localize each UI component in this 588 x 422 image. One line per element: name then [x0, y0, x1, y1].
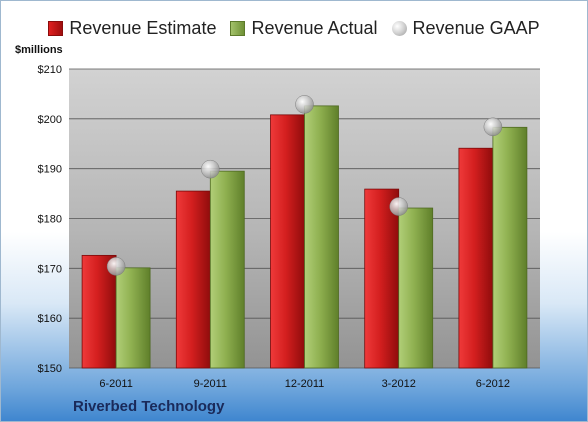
legend-item-estimate: Revenue Estimate	[48, 18, 216, 39]
y-tick-label: $210	[38, 64, 62, 76]
y-tick-label: $150	[38, 363, 62, 375]
bar-revenue-actual	[492, 126, 528, 369]
bar-revenue-actual	[115, 267, 151, 369]
legend-swatch-estimate	[48, 20, 64, 36]
legend: Revenue Estimate Revenue Actual Revenue …	[1, 15, 587, 41]
bar-revenue-actual	[398, 207, 434, 369]
x-axis-ticks: 6-2011 9-2011 12-2011 3-2012 6-2012	[99, 378, 510, 390]
legend-item-actual: Revenue Actual	[230, 17, 378, 39]
legend-item-gaap: Revenue GAAP	[391, 17, 540, 39]
y-axis-ticks: $150 $160 $170 $180 $190 $200 $210	[38, 64, 62, 375]
company-name: Riverbed Technology	[73, 398, 225, 415]
x-tick-label: 6-2011	[99, 378, 132, 390]
bar-revenue-estimate	[270, 114, 305, 369]
marker-revenue-gaap	[389, 197, 408, 216]
x-tick-label: 9-2011	[194, 378, 227, 390]
y-tick-label: $160	[38, 313, 62, 325]
x-tick-label: 3-2012	[382, 378, 416, 390]
bar-revenue-actual	[209, 170, 245, 369]
bar-revenue-estimate	[81, 254, 117, 369]
legend-label-estimate: Revenue Estimate	[69, 17, 217, 38]
bar-revenue-estimate	[175, 190, 211, 369]
legend-label-gaap: Revenue GAAP	[412, 17, 540, 38]
x-tick-label: 12-2011	[285, 378, 325, 390]
bar-revenue-actual	[304, 105, 339, 369]
legend-marker-gaap	[391, 20, 407, 36]
bar-revenue-estimate	[458, 147, 494, 369]
legend-label-actual: Revenue Actual	[251, 17, 378, 38]
y-tick-label: $190	[38, 164, 62, 176]
y-tick-label: $200	[38, 114, 62, 126]
bars	[81, 105, 528, 369]
marker-revenue-gaap	[295, 95, 314, 114]
gaap-markers	[106, 95, 503, 276]
y-axis-unit-label: $millions	[15, 44, 63, 56]
legend-swatch-actual	[230, 20, 246, 36]
bar-revenue-estimate	[364, 188, 400, 369]
x-tick-label: 6-2012	[476, 378, 510, 390]
marker-revenue-gaap	[106, 257, 126, 276]
y-tick-label: $180	[38, 214, 62, 226]
y-tick-label: $170	[38, 263, 62, 275]
marker-revenue-gaap	[201, 159, 220, 179]
marker-revenue-gaap	[483, 117, 503, 137]
